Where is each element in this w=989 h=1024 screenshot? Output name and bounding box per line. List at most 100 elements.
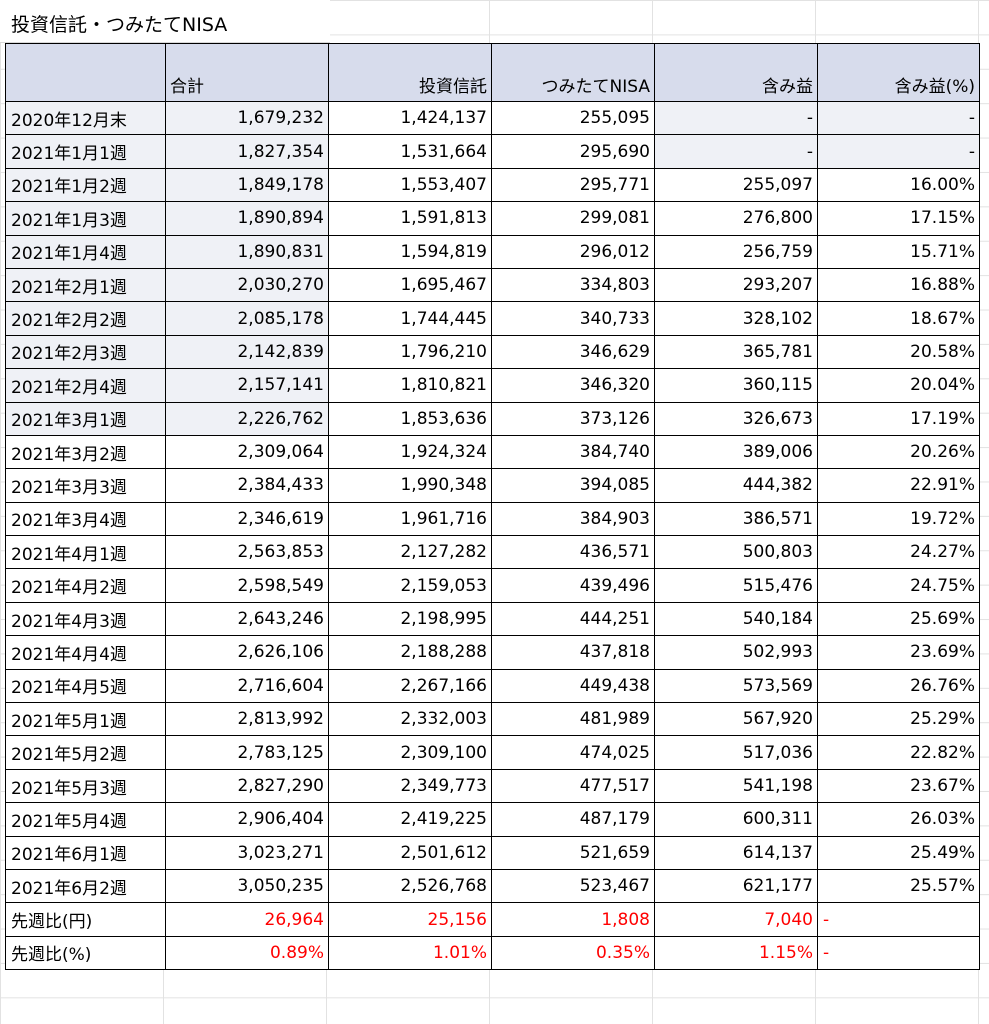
row-label[interactable]: 2021年4月2週 [5, 568, 166, 603]
summary-cell[interactable]: 7,040 [654, 902, 818, 937]
row-label[interactable]: 2021年5月3週 [5, 768, 166, 804]
data-cell[interactable]: 394,085 [491, 468, 655, 503]
data-cell[interactable]: 517,036 [654, 735, 818, 770]
summary-cell[interactable]: 0.89% [165, 935, 329, 971]
data-cell[interactable]: 16.00% [817, 167, 980, 203]
data-cell[interactable]: 2,563,853 [165, 535, 329, 570]
data-cell[interactable]: 2,813,992 [165, 702, 329, 737]
data-cell[interactable]: 334,803 [491, 267, 655, 303]
column-header[interactable] [5, 43, 166, 102]
row-label[interactable]: 2021年5月2週 [5, 735, 166, 770]
data-cell[interactable]: 1,990,348 [328, 468, 492, 503]
data-cell[interactable]: 23.69% [817, 635, 980, 670]
data-cell[interactable]: 20.04% [817, 368, 980, 403]
row-label[interactable]: 2021年4月4週 [5, 635, 166, 670]
summary-cell[interactable]: 0.35% [491, 935, 655, 971]
data-cell[interactable]: 621,177 [654, 868, 818, 904]
summary-cell[interactable]: - [817, 902, 980, 937]
summary-label[interactable]: 先週比(円) [5, 902, 166, 937]
data-cell[interactable]: 1,796,210 [328, 334, 492, 370]
row-label[interactable]: 2021年3月2週 [5, 434, 166, 470]
data-cell[interactable]: 17.15% [817, 201, 980, 236]
data-cell[interactable]: 2,419,225 [328, 802, 492, 837]
data-cell[interactable]: 23.67% [817, 768, 980, 804]
summary-label[interactable]: 先週比(%) [5, 935, 166, 971]
data-cell[interactable]: 2,309,064 [165, 434, 329, 470]
row-label[interactable]: 2021年5月4週 [5, 802, 166, 837]
row-label[interactable]: 2021年6月2週 [5, 868, 166, 904]
data-cell[interactable]: 449,438 [491, 668, 655, 704]
summary-cell[interactable]: 26,964 [165, 902, 329, 937]
row-label[interactable]: 2021年1月3週 [5, 201, 166, 236]
row-label[interactable]: 2021年5月1週 [5, 702, 166, 737]
data-cell[interactable]: 1,890,894 [165, 201, 329, 236]
data-cell[interactable]: 1,849,178 [165, 167, 329, 203]
data-cell[interactable]: 1,424,137 [328, 100, 492, 136]
data-cell[interactable]: 295,690 [491, 134, 655, 169]
data-cell[interactable]: 2,598,549 [165, 568, 329, 603]
row-label[interactable]: 2021年4月5週 [5, 668, 166, 704]
data-cell[interactable]: 25.57% [817, 868, 980, 904]
data-cell[interactable]: 521,659 [491, 835, 655, 870]
summary-cell[interactable]: 1.01% [328, 935, 492, 971]
data-cell[interactable]: 2,157,141 [165, 368, 329, 403]
data-cell[interactable]: 24.27% [817, 535, 980, 570]
data-cell[interactable]: 2,346,619 [165, 501, 329, 537]
data-cell[interactable]: 22.91% [817, 468, 980, 503]
row-label[interactable]: 2021年2月1週 [5, 267, 166, 303]
row-label[interactable]: 2021年3月3週 [5, 468, 166, 503]
data-cell[interactable]: 2,159,053 [328, 568, 492, 603]
row-label[interactable]: 2021年4月3週 [5, 601, 166, 637]
row-label[interactable]: 2021年2月4週 [5, 368, 166, 403]
data-cell[interactable]: 24.75% [817, 568, 980, 603]
data-cell[interactable]: 340,733 [491, 301, 655, 336]
data-cell[interactable]: 2,349,773 [328, 768, 492, 804]
data-cell[interactable]: 17.19% [817, 401, 980, 436]
data-cell[interactable]: 1,679,232 [165, 100, 329, 136]
data-cell[interactable]: 2,716,604 [165, 668, 329, 704]
data-cell[interactable]: 2,142,839 [165, 334, 329, 370]
summary-cell[interactable]: 25,156 [328, 902, 492, 937]
data-cell[interactable]: 346,320 [491, 368, 655, 403]
data-cell[interactable]: 1,594,819 [328, 234, 492, 269]
row-label[interactable]: 2020年12月末 [5, 100, 166, 136]
data-cell[interactable]: 439,496 [491, 568, 655, 603]
data-cell[interactable]: 444,382 [654, 468, 818, 503]
data-cell[interactable]: 1,890,831 [165, 234, 329, 269]
data-cell[interactable]: 3,050,235 [165, 868, 329, 904]
data-cell[interactable]: 2,384,433 [165, 468, 329, 503]
data-cell[interactable]: 293,207 [654, 267, 818, 303]
data-cell[interactable]: 2,626,106 [165, 635, 329, 670]
data-cell[interactable]: 500,803 [654, 535, 818, 570]
data-cell[interactable]: 2,906,404 [165, 802, 329, 837]
row-label[interactable]: 2021年4月1週 [5, 535, 166, 570]
row-label[interactable]: 2021年6月1週 [5, 835, 166, 870]
row-label[interactable]: 2021年1月4週 [5, 234, 166, 269]
data-cell[interactable]: 26.76% [817, 668, 980, 704]
data-cell[interactable]: 255,095 [491, 100, 655, 136]
data-cell[interactable]: 474,025 [491, 735, 655, 770]
data-cell[interactable]: 384,740 [491, 434, 655, 470]
data-cell[interactable]: 26.03% [817, 802, 980, 837]
data-cell[interactable]: 386,571 [654, 501, 818, 537]
row-label[interactable]: 2021年2月3週 [5, 334, 166, 370]
data-cell[interactable]: 2,309,100 [328, 735, 492, 770]
data-cell[interactable]: 2,643,246 [165, 601, 329, 637]
data-cell[interactable]: 481,989 [491, 702, 655, 737]
data-cell[interactable]: 389,006 [654, 434, 818, 470]
data-cell[interactable]: 573,569 [654, 668, 818, 704]
data-cell[interactable]: 541,198 [654, 768, 818, 804]
data-cell[interactable]: 365,781 [654, 334, 818, 370]
data-cell[interactable]: 444,251 [491, 601, 655, 637]
data-cell[interactable]: - [654, 100, 818, 136]
data-cell[interactable]: 502,993 [654, 635, 818, 670]
data-cell[interactable]: 255,097 [654, 167, 818, 203]
title-cell[interactable]: 投資信託・つみたてNISA [0, 0, 330, 43]
column-header[interactable]: 合計 [165, 43, 329, 102]
data-cell[interactable]: 1,961,716 [328, 501, 492, 537]
data-cell[interactable]: 2,783,125 [165, 735, 329, 770]
data-cell[interactable]: 2,501,612 [328, 835, 492, 870]
data-cell[interactable]: 2,226,762 [165, 401, 329, 436]
data-cell[interactable]: 295,771 [491, 167, 655, 203]
data-cell[interactable]: 20.26% [817, 434, 980, 470]
